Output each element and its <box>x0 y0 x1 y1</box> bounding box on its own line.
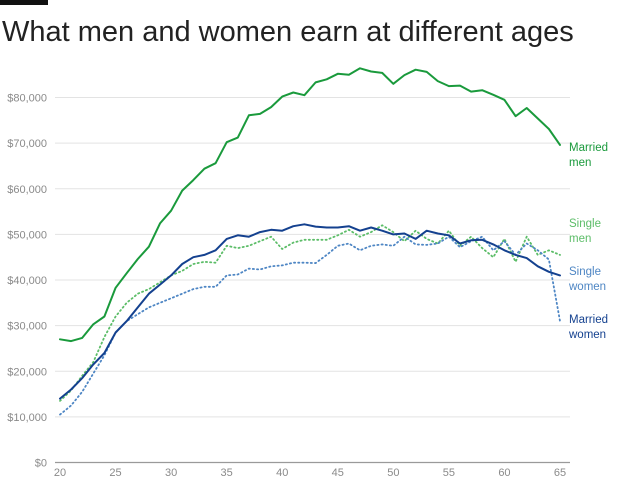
x-tick-label: 55 <box>443 467 455 479</box>
x-tick-label: 60 <box>498 467 510 479</box>
x-tick-label: 20 <box>54 467 66 479</box>
series-line-single-men <box>59 224 561 402</box>
y-axis-ticks: $0 $10,000 $20,000 $30,000 $40,000 $50,000 $60… <box>7 93 47 470</box>
y-tick-label: $50,000 <box>7 229 47 241</box>
top-accent-bar <box>0 0 48 5</box>
series-line-married-women <box>59 223 561 400</box>
y-tick-label: $30,000 <box>7 321 47 333</box>
series-label-married-men: Married men <box>569 142 608 169</box>
y-tick-label: $60,000 <box>7 184 47 196</box>
x-tick-label: 40 <box>276 467 288 479</box>
series-line-single-women <box>59 235 561 416</box>
series-lines <box>59 67 561 416</box>
series-label-single-women: Single women <box>568 266 606 293</box>
y-tick-label: $70,000 <box>7 138 47 150</box>
series-label-single-men: Single men <box>569 218 601 245</box>
chart-title: What men and women earn at different age… <box>2 16 574 48</box>
x-tick-label: 30 <box>165 467 177 479</box>
y-tick-label: $80,000 <box>7 93 47 105</box>
series-labels: Married men Single men Single women Married wom… <box>568 142 608 341</box>
y-tick-label: $10,000 <box>7 412 47 424</box>
grid-lines <box>55 97 570 464</box>
series-line-married-men <box>59 67 561 343</box>
series-label-married-women: Married women <box>568 314 608 341</box>
x-axis-ticks: 20 25 30 35 40 45 50 55 60 65 <box>54 467 566 479</box>
y-tick-label: $0 <box>35 458 47 470</box>
x-tick-label: 45 <box>332 467 344 479</box>
x-tick-label: 35 <box>221 467 233 479</box>
x-tick-label: 50 <box>387 467 399 479</box>
x-tick-label: 25 <box>109 467 121 479</box>
y-tick-label: $20,000 <box>7 366 47 378</box>
x-tick-label: 65 <box>554 467 566 479</box>
y-tick-label: $40,000 <box>7 275 47 287</box>
